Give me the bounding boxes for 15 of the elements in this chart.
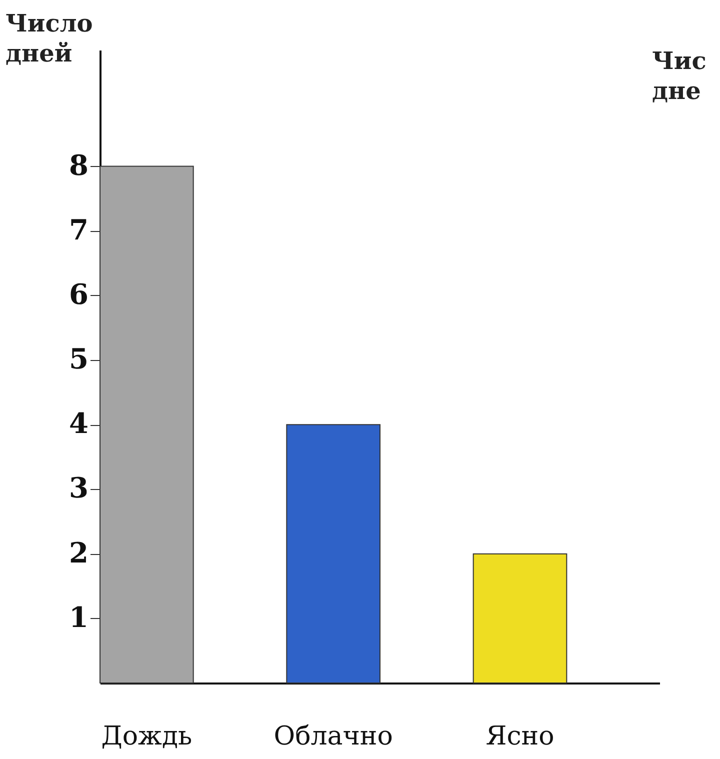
bar (472, 553, 568, 684)
y-axis-title: Число дней (6, 8, 93, 68)
annotation: Чис дне (652, 46, 706, 106)
y-tick-label: 6 (69, 278, 88, 311)
y-tick-label: 1 (69, 600, 88, 634)
y-tick-label: 2 (69, 536, 88, 570)
bar (286, 424, 380, 684)
y-tick-label: 7 (69, 213, 88, 246)
x-tick-label: Облачно (274, 722, 393, 752)
x-tick-label: Ясно (486, 722, 554, 752)
x-tick-label: Дождь (101, 722, 192, 752)
y-tick-label: 8 (69, 148, 88, 182)
y-tick-label: 4 (69, 407, 88, 440)
y-tick-label: 3 (69, 472, 88, 505)
y-tick-label: 5 (69, 342, 88, 376)
